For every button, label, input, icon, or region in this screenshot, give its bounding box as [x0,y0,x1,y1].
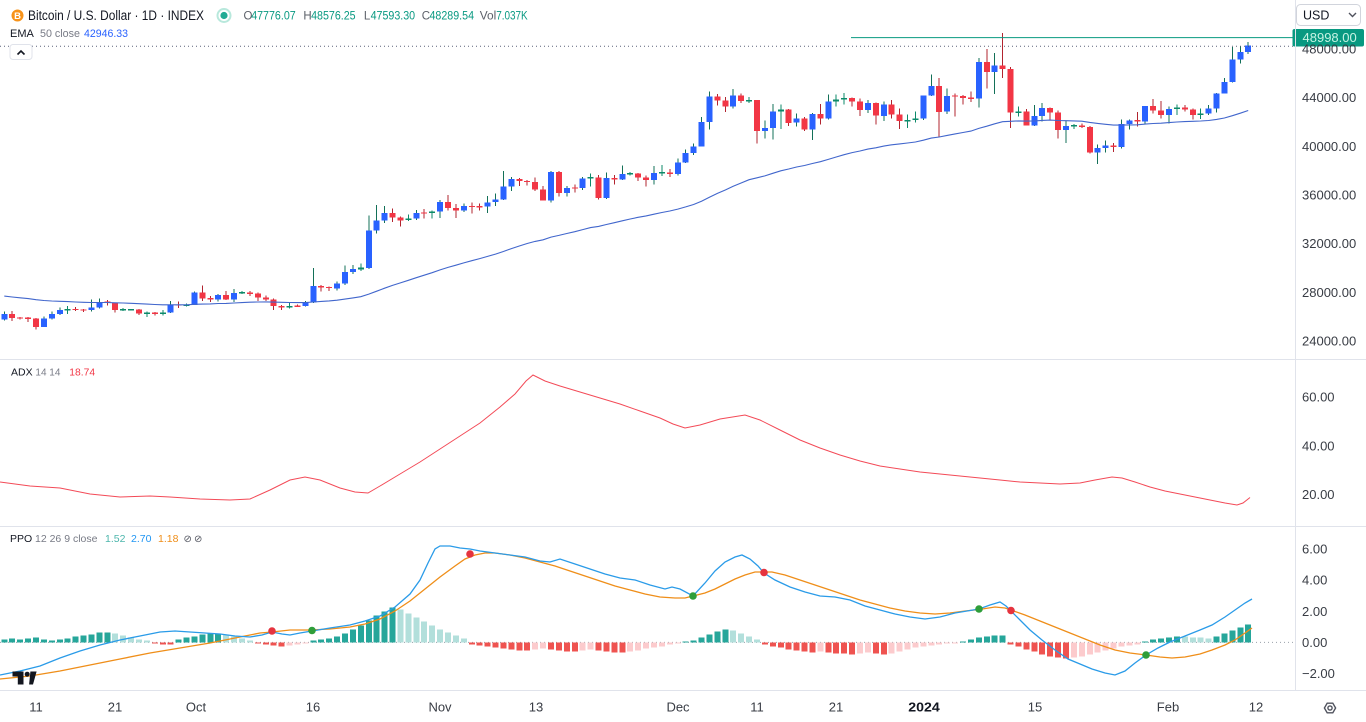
svg-text:60.00: 60.00 [1302,390,1335,405]
svg-text:20.00: 20.00 [1302,487,1335,502]
svg-text:Nov: Nov [428,700,452,715]
svg-text:28000.00: 28000.00 [1302,285,1356,300]
svg-text:−2.00: −2.00 [1302,666,1335,681]
svg-text:12: 12 [1249,700,1263,715]
svg-text:Vol: Vol [480,11,497,23]
svg-text:11: 11 [750,700,764,715]
svg-text:48289.54: 48289.54 [430,11,475,23]
svg-text:1.18: 1.18 [158,533,179,545]
svg-text:1.52: 1.52 [105,533,126,545]
svg-text:Dec: Dec [666,700,690,715]
svg-text:C: C [422,11,430,23]
svg-text:H: H [303,11,311,23]
svg-text:ADX: ADX [11,367,33,379]
svg-text:O: O [244,11,253,23]
svg-text:11: 11 [29,700,43,715]
svg-text:USD: USD [1303,9,1329,23]
svg-text:Oct: Oct [186,700,207,715]
svg-text:40000.00: 40000.00 [1302,139,1356,154]
svg-text:13: 13 [529,700,543,715]
svg-text:48000.00: 48000.00 [1302,42,1356,57]
svg-text:50 close: 50 close [40,28,80,40]
svg-text:16: 16 [306,700,320,715]
svg-text:36000.00: 36000.00 [1302,188,1356,203]
svg-text:21: 21 [108,700,122,715]
svg-text:40.00: 40.00 [1302,438,1335,453]
svg-text:L: L [364,11,371,23]
svg-text:4.00: 4.00 [1302,573,1327,588]
svg-text:2.70: 2.70 [131,533,152,545]
svg-text:48576.25: 48576.25 [311,11,356,23]
svg-text:48998.00: 48998.00 [1303,30,1357,45]
svg-text:47776.07: 47776.07 [251,11,296,23]
svg-text:Feb: Feb [1157,700,1179,715]
svg-text:⊘: ⊘ [184,534,192,545]
svg-text:7.037K: 7.037K [496,11,528,23]
svg-text:21: 21 [829,700,843,715]
svg-text:EMA: EMA [10,28,35,40]
svg-text:42946.33: 42946.33 [84,28,128,40]
svg-text:47593.30: 47593.30 [371,11,416,23]
svg-text:B: B [14,11,21,22]
svg-text:14 14: 14 14 [35,367,60,379]
svg-text:2024: 2024 [908,700,940,715]
svg-text:44000.00: 44000.00 [1302,90,1356,105]
svg-text:15: 15 [1028,700,1042,715]
svg-text:6.00: 6.00 [1302,542,1327,557]
svg-text:2.00: 2.00 [1302,604,1327,619]
svg-text:12 26 9 close: 12 26 9 close [35,533,98,545]
svg-text:18.74: 18.74 [69,367,95,379]
svg-text:24000.00: 24000.00 [1302,334,1356,349]
svg-text:PPO: PPO [10,533,32,545]
svg-text:0.00: 0.00 [1302,635,1327,650]
svg-text:⊘: ⊘ [194,534,202,545]
svg-text:32000.00: 32000.00 [1302,236,1356,251]
svg-text:Bitcoin / U.S. Dollar · 1D · I: Bitcoin / U.S. Dollar · 1D · INDEX [28,8,204,23]
